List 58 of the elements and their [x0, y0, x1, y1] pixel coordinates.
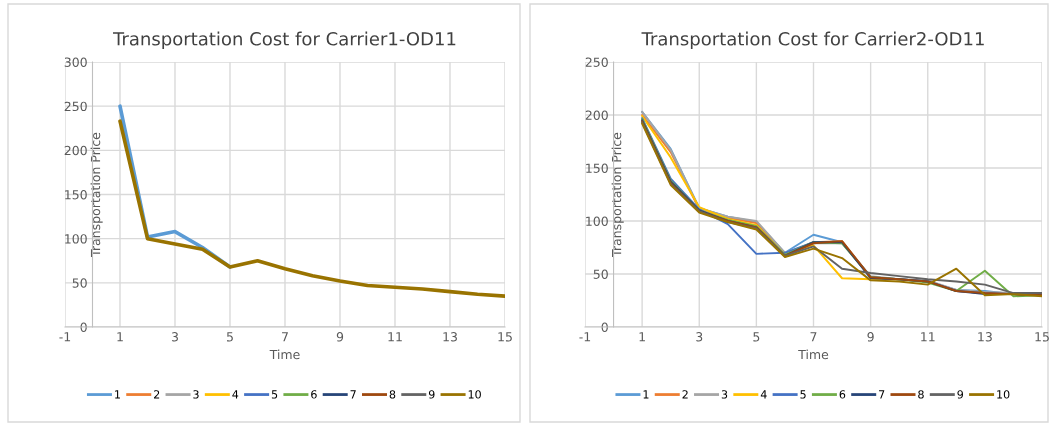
x-tick-label: 9: [867, 332, 874, 342]
x-axis-title: Time: [798, 349, 829, 360]
x-tick-label: 11: [921, 332, 935, 342]
y-tick-label: 250: [64, 101, 87, 112]
line-series: [118, 119, 505, 298]
chart-title: Transportation Cost for Carrier1-OD11: [113, 31, 456, 50]
x-tick-label: 3: [696, 332, 703, 342]
y-tick-label: 250: [585, 57, 608, 67]
legend-label: 8: [389, 390, 396, 399]
legend-label: 7: [879, 390, 885, 399]
chart-title: Transportation Cost for Carrier2-OD11: [641, 31, 984, 50]
y-tick-label: 0: [601, 322, 608, 332]
y-tick-label: 200: [64, 145, 87, 156]
legend-label: 10: [468, 390, 481, 399]
x-tick-label: 3: [171, 332, 178, 342]
x-tick-label: -1: [579, 332, 591, 342]
x-tick-label: 5: [226, 332, 233, 342]
legend-label: 6: [311, 390, 317, 399]
x-tick-label: 9: [336, 332, 344, 342]
x-tick-label: 15: [1035, 332, 1049, 342]
legend-label: 3: [721, 390, 728, 399]
legend-label: 2: [682, 390, 688, 399]
legend-label: 9: [428, 390, 435, 399]
y-tick-label: 200: [585, 110, 608, 120]
legend-label: 3: [193, 390, 199, 399]
x-tick-label: 1: [117, 332, 123, 342]
x-tick-label: 11: [388, 332, 402, 342]
x-tick-label: -1: [59, 332, 71, 342]
legend-label: 5: [800, 390, 806, 399]
legend-label: 4: [232, 390, 239, 399]
y-axis-title: Transportation Price: [611, 132, 624, 257]
y-tick-label: 50: [593, 269, 608, 279]
legend-label: 9: [957, 390, 964, 399]
legend-label: 7: [350, 390, 356, 399]
y-tick-label: 100: [65, 234, 87, 244]
legend-label: 1: [643, 390, 649, 399]
x-axis-title: Time: [269, 349, 300, 360]
y-tick-label: 150: [586, 163, 608, 173]
x-tick-label: 1: [639, 332, 645, 342]
legend-label: 5: [271, 390, 278, 399]
y-axis-title: Transportation Price: [90, 132, 103, 257]
y-tick-label: 50: [72, 278, 87, 288]
x-tick-label: 7: [282, 332, 288, 342]
x-tick-label: 15: [498, 332, 512, 342]
x-tick-label: 5: [753, 332, 760, 342]
legend-label: 8: [918, 390, 924, 399]
y-tick-label: 100: [586, 216, 608, 226]
y-tick-label: 150: [65, 189, 87, 200]
legend-label: 2: [154, 390, 160, 399]
legend-label: 6: [839, 390, 846, 399]
y-tick-label: 0: [80, 322, 87, 332]
legend-label: 10: [997, 390, 1010, 399]
x-tick-label: 7: [810, 332, 817, 342]
legend-label: 4: [760, 390, 767, 399]
x-tick-label: 13: [978, 332, 992, 342]
x-tick-label: 13: [443, 332, 457, 342]
y-tick-label: 300: [64, 57, 87, 67]
legend-label: 1: [115, 390, 120, 399]
